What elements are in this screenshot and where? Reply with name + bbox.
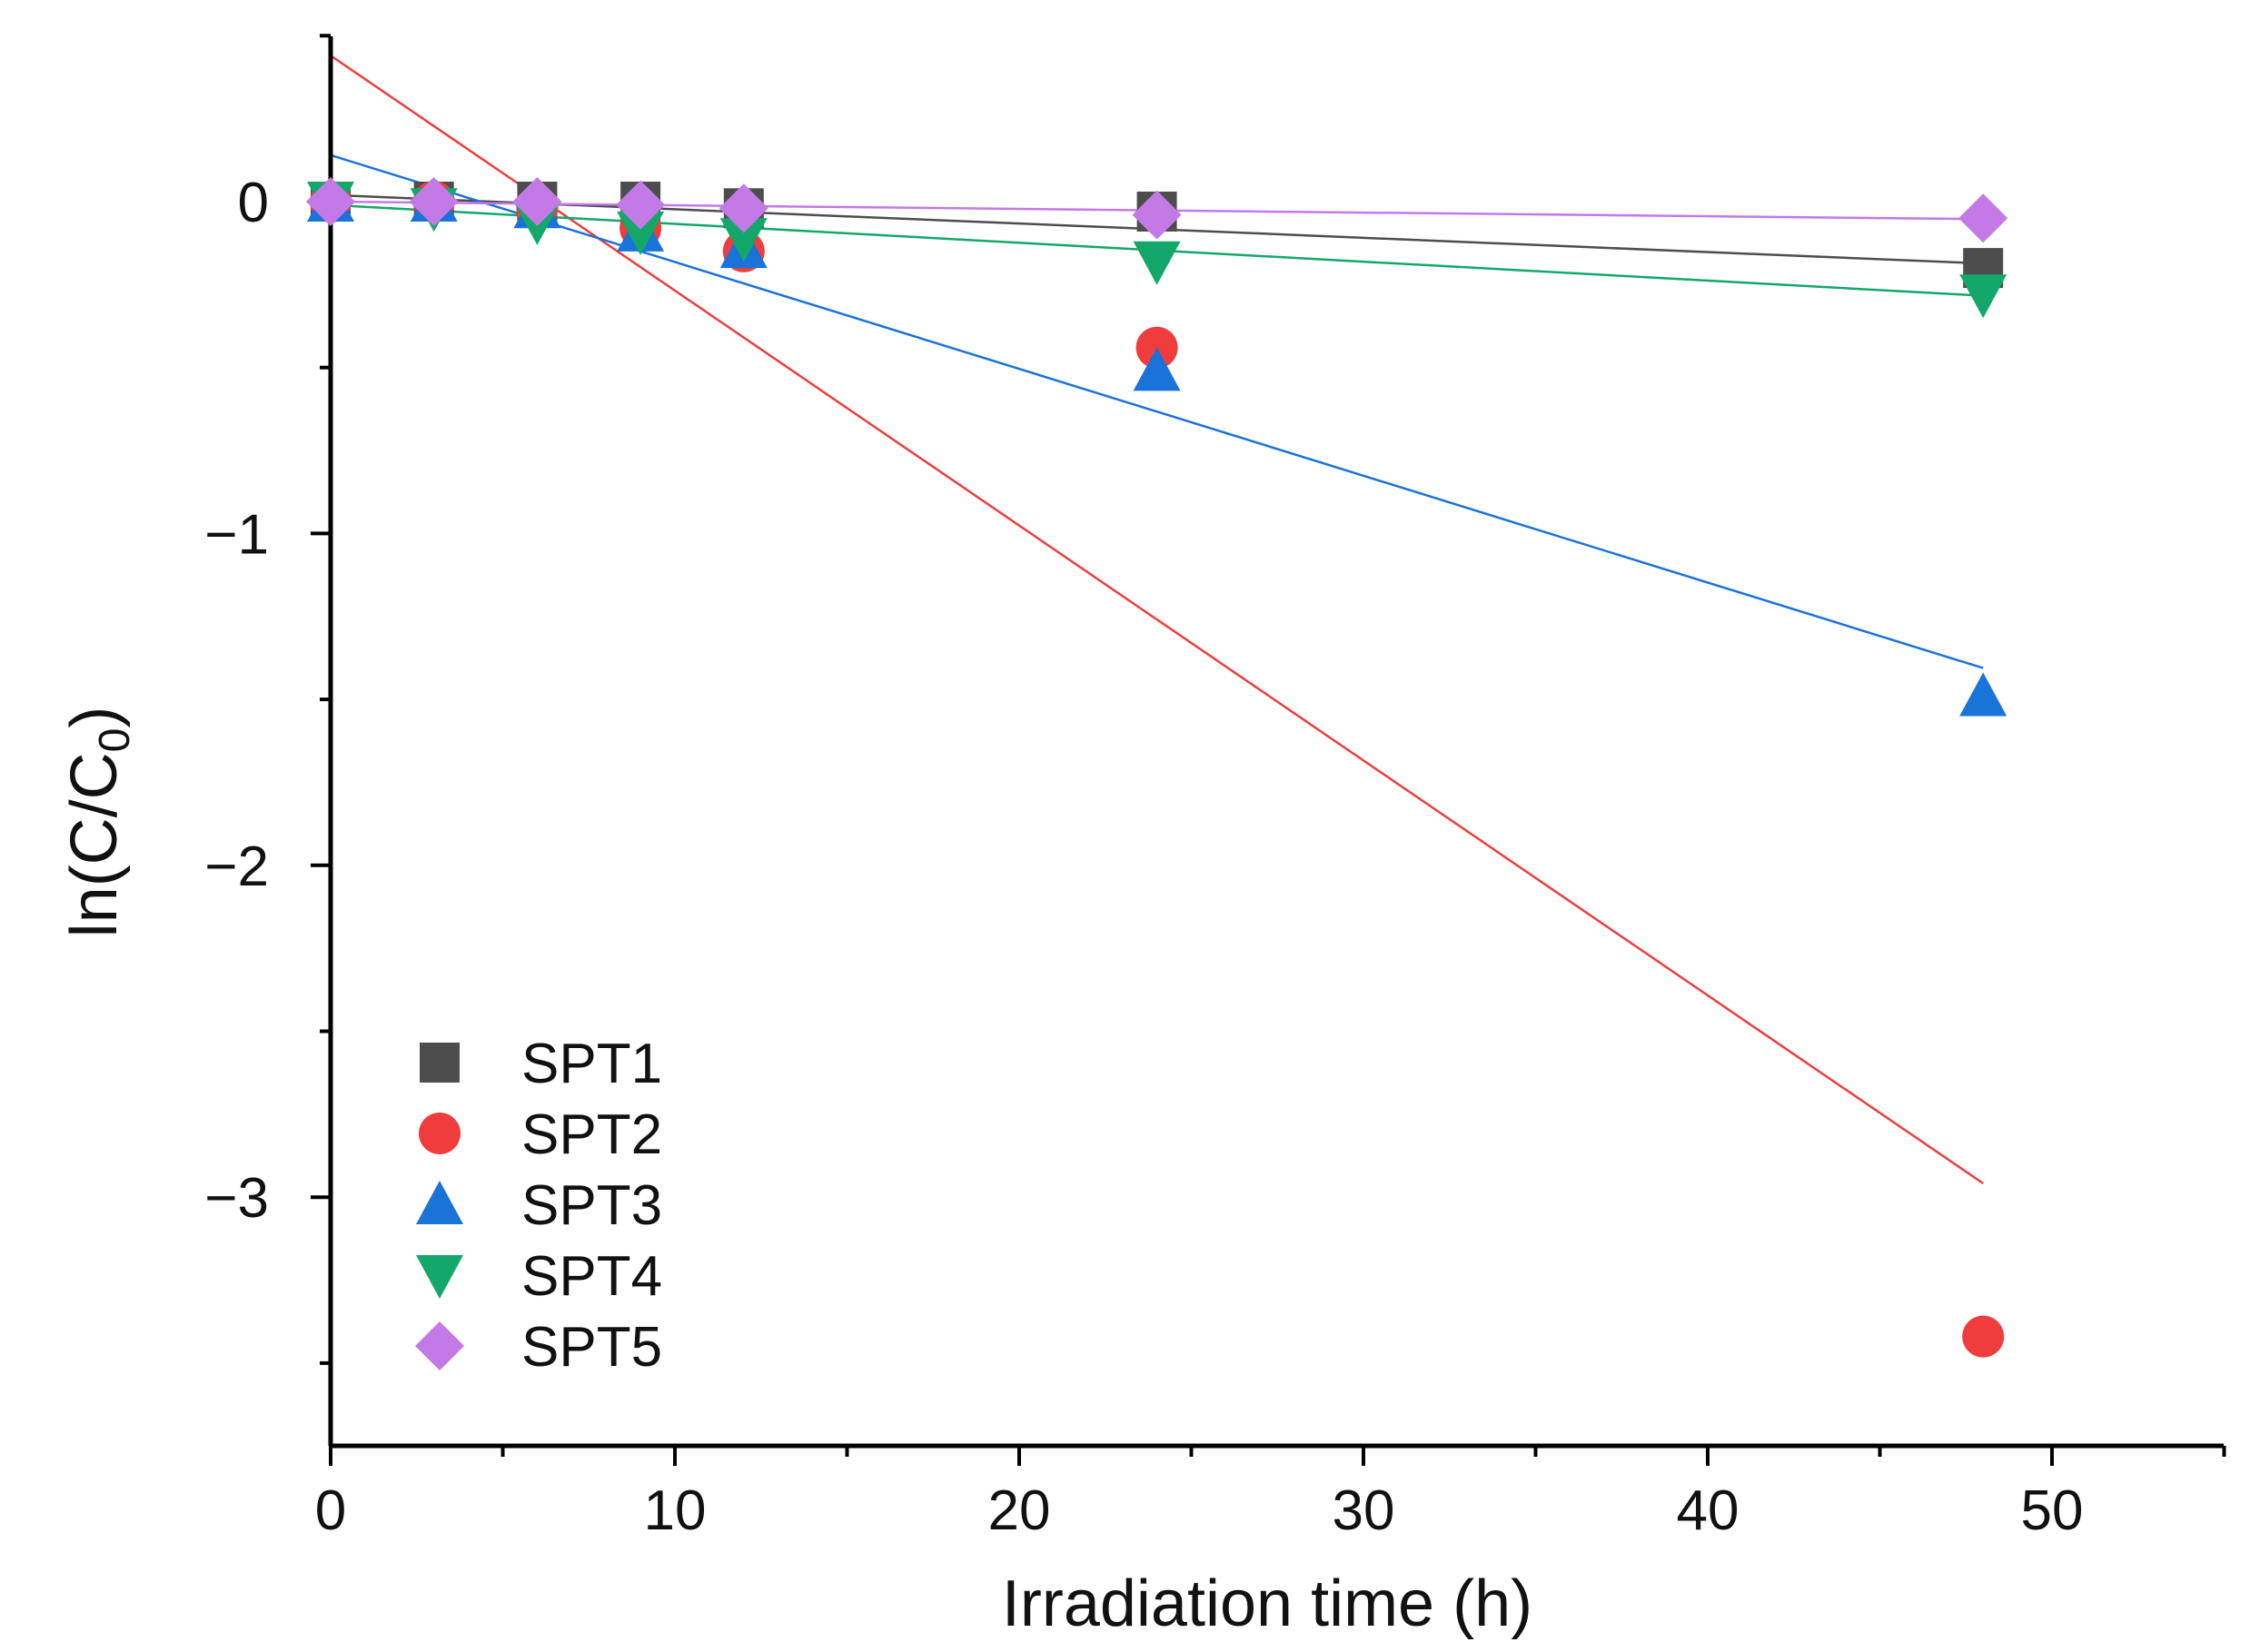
legend-label: SPT4 [521,1245,662,1308]
data-point-spt5 [616,180,666,230]
fit-line-spt3 [330,153,1984,669]
y-tick-label: 0 [238,172,269,234]
y-tick-label: −1 [204,503,269,566]
data-point-spt5 [512,177,562,226]
data-point-spt2 [1962,1315,2005,1358]
data-point-spt4 [1959,274,2007,319]
y-axis-title: ln(C/C0) [58,707,139,938]
legend-marker-spt4 [416,1255,463,1299]
x-tick-label: 30 [1333,1479,1395,1542]
legend-label: SPT2 [521,1103,662,1166]
data-point-spt4 [719,218,768,262]
legend-marker-spt3 [416,1181,463,1224]
legend-item: SPT4 [416,1245,662,1308]
data-point-spt4 [617,211,665,255]
legend-marker-spt2 [419,1113,461,1154]
legend-label: SPT1 [521,1033,662,1095]
legend-marker-spt5 [415,1321,464,1370]
y-tick-label: −3 [204,1167,269,1230]
legend-label: SPT5 [521,1316,662,1379]
legend-marker-spt1 [420,1043,460,1083]
legend-label: SPT3 [521,1174,662,1237]
y-tick-label: −2 [204,836,269,898]
data-point-spt4 [1133,241,1181,285]
data-point-spt5 [306,177,355,226]
data-point-spt3 [1959,672,2007,717]
fit-line-spt2 [330,54,1984,1185]
data-point-spt5 [1132,190,1182,240]
x-tick-label: 40 [1677,1479,1740,1542]
x-tick-label: 10 [644,1479,707,1542]
x-tick-label: 50 [2021,1479,2084,1542]
legend-item: SPT2 [419,1103,662,1166]
data-point-spt3 [1133,347,1181,391]
x-axis-title: Irradiation time (h) [1002,1568,1532,1640]
data-point-spt5 [409,177,459,226]
y-axis-title-main: ln(C/C [58,752,131,937]
data-points [306,177,2008,1358]
x-tick-label: 20 [988,1479,1051,1542]
legend-item: SPT3 [416,1174,662,1237]
legend: SPT1 SPT2 SPT3 SPT4 SPT5 [415,1033,662,1379]
y-axis-title-sub: 0 [91,728,139,753]
series-spt5 [306,177,2008,243]
x-tick-label: 0 [315,1479,346,1542]
axes [328,36,2224,1449]
legend-item: SPT1 [420,1033,662,1095]
legend-item: SPT5 [415,1316,662,1379]
ticks: 0 10 20 30 40 50 0 −1 −2 −3 [204,34,2226,1542]
y-axis-title-close: ) [58,707,131,728]
data-point-spt5 [1958,193,2008,243]
data-point-spt5 [719,183,768,233]
